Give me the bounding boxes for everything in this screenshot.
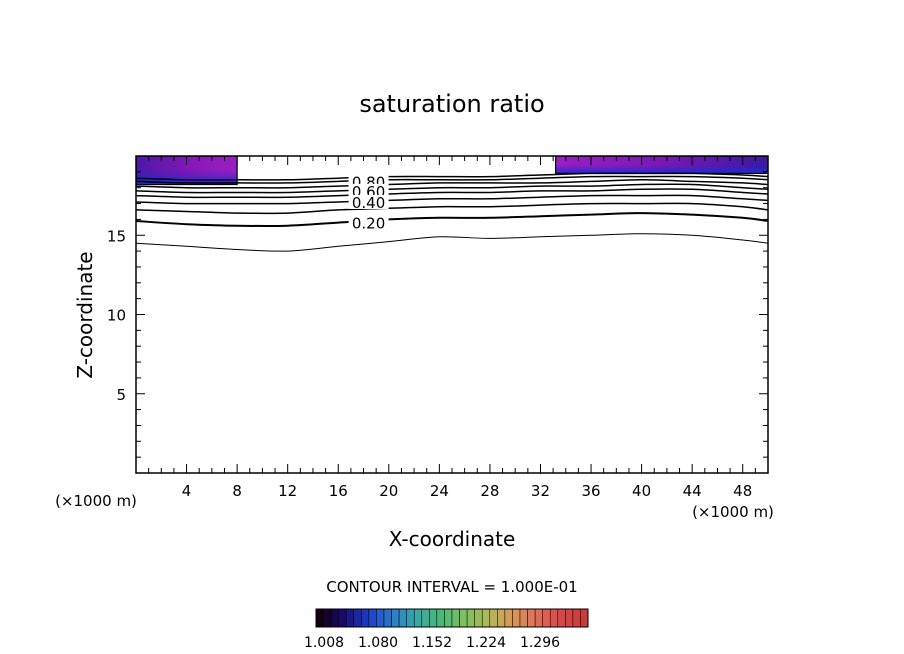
colorbar-cell [580,608,589,628]
colorbar-cell [512,608,521,628]
colorbar-cell [391,608,400,628]
x-tick-labels: 4 8 12 16 20 24 28 32 36 40 44 48 [182,482,752,500]
colorbar-cell [406,608,415,628]
colorbar-cell [444,608,453,628]
x-tick-label: 12 [278,482,297,500]
contour-line [136,188,768,199]
contour-line [136,175,768,184]
x-tick-label: 28 [480,482,499,500]
colorbar-cell [481,608,491,628]
colorbar-cell [466,608,475,628]
y-tick-label: 5 [116,386,126,404]
supersaturated-region-outline [136,156,238,186]
colorbar-tick-label: 1.152 [412,635,452,651]
contour-label-bg [348,183,389,198]
supersaturated-region-shade [555,156,768,174]
contour-label-bg [348,215,389,230]
colorbar-cell [398,608,407,628]
colorbar-tick-label: 1.224 [466,635,506,651]
x-tick-label: 8 [232,482,242,500]
y-tick-labels: 5 10 15 [107,227,126,404]
colorbar-cell [338,608,347,628]
contour-line [136,179,768,189]
y-tick-label: 15 [107,227,126,245]
colorbar-cell [519,608,528,628]
colorbar-cell [572,608,581,628]
colorbar-cell [368,608,377,628]
colorbar-cell [323,608,332,628]
x-axis-label: X-coordinate [389,527,516,551]
contour-labels: 0.800.600.400.20 [348,173,389,233]
colorbar-cell [565,608,574,628]
contour-label: 0.40 [352,194,385,212]
colorbar-cell [534,608,543,628]
contour-line [136,212,768,228]
colorbar-frame [315,608,589,628]
colorbar-cell [557,608,566,628]
colorbar-cell [436,608,445,628]
colorbar-cell [376,608,385,628]
contour-line [136,172,768,181]
y-tick-label: 10 [107,307,126,325]
colorbar-cell [421,608,430,628]
colorbar-cell [474,608,483,628]
x-tick-label: 40 [632,482,651,500]
colorbar-cell [497,608,506,628]
contour-line [136,202,768,215]
axis-ticks [135,155,769,474]
x-tick-label: 16 [329,482,348,500]
x-tick-label: 36 [581,482,600,500]
colorbar-cell [527,608,536,628]
colorbar-cell [361,608,370,628]
colorbar-cell [330,608,339,628]
x-tick-label: 48 [733,482,752,500]
chart-title: saturation ratio [359,90,544,118]
y-axis-label: Z-coordinate [73,251,97,378]
colorbar-cell [504,608,513,628]
colorbar-cell [413,608,423,628]
x-tick-label: 44 [683,482,702,500]
colorbar-tick-labels: 1.008 1.080 1.152 1.224 1.296 [304,635,560,651]
x-tick-label: 20 [379,482,398,500]
colorbar-cell [542,608,551,628]
x-unit-label: (×1000 m) [692,503,774,521]
colorbar-cell [451,608,460,628]
contour-line [136,183,768,194]
colorbar-cell [459,608,468,628]
colorbar-tick-label: 1.296 [520,635,560,651]
contour-interval-text: CONTOUR INTERVAL = 1.000E-01 [326,578,577,596]
colorbar-cell [549,608,559,628]
colorbar-cell [353,608,362,628]
contour-label-bg [348,194,389,209]
colorbar-cell [315,608,324,628]
x-tick-label: 24 [430,482,449,500]
x-tick-label: 4 [182,482,192,500]
contour-line [136,194,768,205]
colorbar-cell [345,608,355,628]
colorbar-tick-label: 1.008 [304,635,344,651]
colorbar-cell [383,608,392,628]
contour-lines [136,172,768,252]
contour-line [136,233,768,252]
colorbar [315,608,589,628]
z-unit-label: (×1000 m) [55,492,137,510]
colorbar-tick-label: 1.080 [358,635,398,651]
colorbar-cell [429,608,438,628]
colorbar-cell [489,608,498,628]
x-tick-label: 32 [531,482,550,500]
contour-label: 0.20 [352,215,385,233]
